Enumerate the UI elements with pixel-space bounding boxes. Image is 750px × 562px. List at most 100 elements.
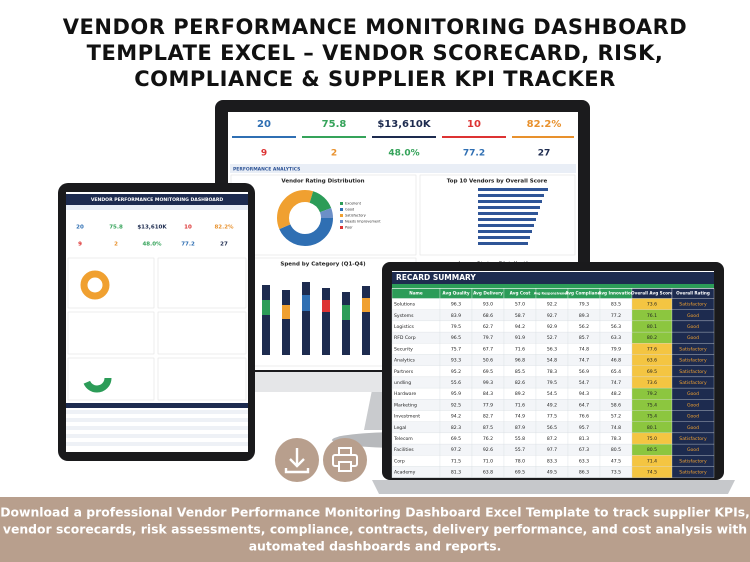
cell-text: 74.8 xyxy=(579,346,589,352)
bar-decoration xyxy=(478,188,548,245)
stacked-bar-decoration xyxy=(262,282,370,355)
cell-text: 96.5 xyxy=(451,335,461,341)
cell-text: 75.0 xyxy=(647,436,657,442)
cell-text: 73.5 xyxy=(611,470,621,476)
cell-text: 71.5 xyxy=(451,458,461,464)
cell-text: 76.2 xyxy=(483,436,493,442)
cell-text: 92.2 xyxy=(547,302,557,308)
cell-text: Good xyxy=(687,335,699,341)
kpi-value: 82.2% xyxy=(214,225,234,231)
cell-text: 83.5 xyxy=(611,302,621,308)
cell-text: undling xyxy=(394,380,411,386)
kpi-value: $13,610K xyxy=(377,119,432,130)
cell-text: 87.5 xyxy=(483,425,493,431)
legend-label: Excellent xyxy=(345,202,362,206)
cell-text: 84.3 xyxy=(483,391,493,397)
cell-text: 63.3 xyxy=(611,335,621,341)
header-text: Avg Innovation xyxy=(598,291,634,296)
legend-swatch xyxy=(340,226,343,229)
cell-text: 64.7 xyxy=(579,402,589,408)
cell-text: Analytics xyxy=(394,358,415,364)
cell-text: 74.8 xyxy=(611,425,621,431)
cell-text: 46.8 xyxy=(611,358,621,364)
header-text: Avg Responsiveness xyxy=(534,292,571,296)
cell-text: Satisfactory xyxy=(679,369,707,375)
cell-text: 73.6 xyxy=(647,302,657,308)
cell-text: 74.9 xyxy=(515,414,525,420)
cell-text: Marketing xyxy=(394,402,417,408)
legend-label: Good xyxy=(345,208,354,212)
cell-text: 95.2 xyxy=(451,369,461,375)
cell-text: Good xyxy=(687,425,699,431)
cell-text: 74.7 xyxy=(611,380,621,386)
cell-text: 56.3 xyxy=(611,324,621,330)
cell-text: 78.3 xyxy=(547,369,557,375)
cell-text: 92.5 xyxy=(451,402,461,408)
cell-text: Satisfactory xyxy=(679,436,707,442)
header-text: Avg Cost xyxy=(510,291,531,296)
header-text: Name xyxy=(409,291,423,296)
cell-text: 81.3 xyxy=(579,436,589,442)
cell-text: 63.6 xyxy=(647,358,657,364)
cell-text: 93.0 xyxy=(483,302,493,308)
laptop-base xyxy=(372,480,735,494)
cell-text: 76.1 xyxy=(647,313,657,319)
cell-text: 79.3 xyxy=(579,302,589,308)
cell-text: 79.5 xyxy=(547,380,557,386)
cell-text: 75.4 xyxy=(647,414,657,420)
cell-text: 80.5 xyxy=(611,447,621,453)
legend-swatch xyxy=(340,220,343,223)
kpi-value: $13,610K xyxy=(137,225,167,231)
cell-text: 55.7 xyxy=(515,447,525,453)
cell-text: 85.7 xyxy=(579,335,589,341)
cell-text: 69.5 xyxy=(647,369,657,375)
footer-band xyxy=(0,497,750,562)
kpi-value: 2 xyxy=(331,149,337,159)
cell-text: 94.2 xyxy=(515,324,525,330)
kpi-dividers xyxy=(232,136,574,138)
cell-text: Good xyxy=(687,391,699,397)
donut-decoration xyxy=(80,270,110,300)
cell-text: 97.2 xyxy=(451,447,461,453)
donut-decoration xyxy=(82,363,112,393)
cell-text: 58.7 xyxy=(515,313,525,319)
cell-text: Satisfactory xyxy=(679,380,707,386)
cell-text: 49.2 xyxy=(547,402,557,408)
cell-text: Good xyxy=(687,324,699,330)
cell-text: 74.5 xyxy=(647,470,657,476)
kpi-value: 9 xyxy=(261,149,267,159)
kpi-value: 20 xyxy=(257,119,271,130)
cell-text: Partners xyxy=(394,369,414,375)
cell-text: 91.9 xyxy=(515,335,525,341)
laptop-title-bar xyxy=(392,272,714,284)
cell-text: Solutions xyxy=(394,302,416,308)
kpi-value: 27 xyxy=(538,149,551,159)
title-line: VENDOR PERFORMANCE MONITORING DASHBOARD xyxy=(63,15,687,39)
cell-text: 71.6 xyxy=(515,402,525,408)
cell-text: 55.8 xyxy=(515,436,525,442)
donut xyxy=(277,190,333,246)
footer-line: Download a professional Vendor Performan… xyxy=(0,505,750,520)
kpi-value: 10 xyxy=(184,225,192,231)
download-icon xyxy=(275,438,319,482)
cell-text: 79.9 xyxy=(611,346,621,352)
cell-text: Legal xyxy=(394,425,406,431)
cell-text: 56.9 xyxy=(579,369,589,375)
cell-text: 92.7 xyxy=(547,313,557,319)
cell-text: Investment xyxy=(394,414,420,420)
cell-text: 49.5 xyxy=(547,470,557,476)
cell-text: 54.5 xyxy=(547,391,557,397)
kpi-value: 77.2 xyxy=(181,242,195,248)
laptop: RECARD SUMMARY Name Avg Quality Avg Deliver… xyxy=(372,262,735,494)
cell-text: 96.3 xyxy=(451,302,461,308)
cell-text: 69.5 xyxy=(483,369,493,375)
cell-text: Satisfactory xyxy=(679,358,707,364)
cell-text: 56.2 xyxy=(579,324,589,330)
tablet-rows xyxy=(66,410,248,446)
cell-text: 83.3 xyxy=(547,458,557,464)
section-label: PERFORMANCE ANALYTICS xyxy=(233,167,300,173)
table-cell xyxy=(671,466,715,478)
cell-text: 71.6 xyxy=(515,346,525,352)
cell-text: 52.7 xyxy=(547,335,557,341)
